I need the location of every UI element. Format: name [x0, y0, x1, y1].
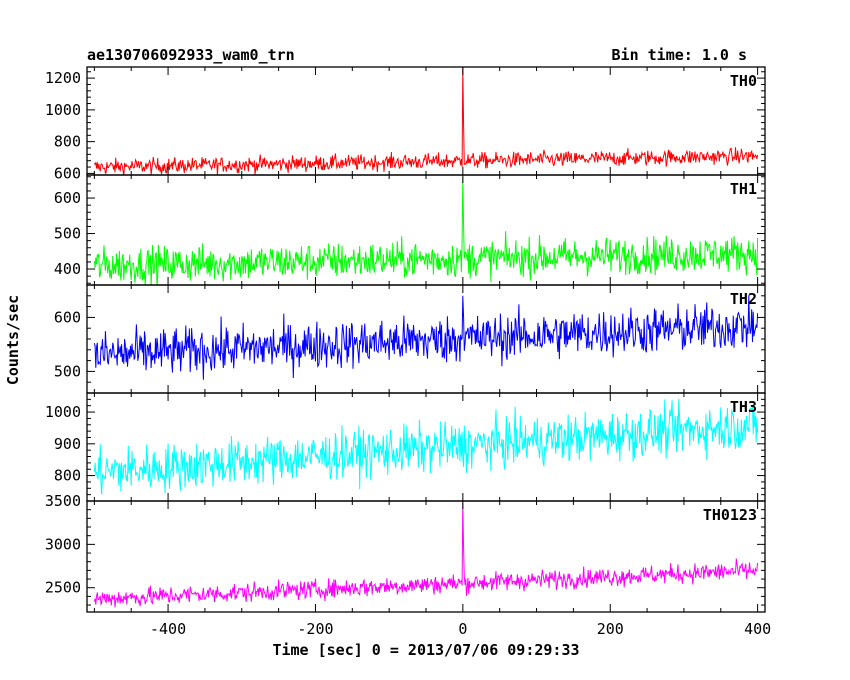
y-tick-label: 1200 [45, 69, 81, 87]
series-th2-line [93, 295, 759, 380]
x-tick-label: 400 [744, 620, 771, 638]
x-tick-label: -400 [150, 620, 186, 638]
y-tick-label: 500 [54, 225, 81, 243]
y-tick-label: 500 [54, 362, 81, 380]
x-tick-label: 200 [597, 620, 624, 638]
y-tick-label: 400 [54, 260, 81, 278]
y-tick-label: 900 [54, 435, 81, 453]
y-tick-label: 800 [54, 133, 81, 151]
y-tick-label: 1000 [45, 403, 81, 421]
y-tick-label: 600 [54, 189, 81, 207]
y-tick-label: 3500 [45, 492, 81, 510]
panel-label-th0123: TH0123 [703, 506, 757, 524]
x-tick-label: -200 [297, 620, 333, 638]
panel-label-th3: TH3 [730, 398, 757, 416]
chart-title: ae130706092933_wam0_trn [87, 46, 295, 64]
x-axis-label: Time [sec] 0 = 2013/07/06 09:29:33 [272, 641, 579, 659]
panel-label-th0: TH0 [730, 72, 757, 90]
y-axis-label: Counts/sec [4, 295, 22, 385]
series-th1-line [93, 176, 759, 285]
bin-time-label: Bin time: 1.0 s [611, 46, 747, 64]
panel-label-th2: TH2 [730, 290, 757, 308]
y-tick-label: 600 [54, 308, 81, 326]
x-tick-label: 0 [458, 620, 467, 638]
series-th0-line [93, 67, 759, 175]
y-tick-label: 1000 [45, 101, 81, 119]
y-tick-label: 600 [54, 164, 81, 182]
y-tick-label: 3000 [45, 535, 81, 553]
y-tick-label: 2500 [45, 579, 81, 597]
series-th0123-line [93, 502, 759, 608]
y-tick-label: 800 [54, 467, 81, 485]
series-th3-line [93, 398, 759, 495]
panel-label-th1: TH1 [730, 180, 757, 198]
